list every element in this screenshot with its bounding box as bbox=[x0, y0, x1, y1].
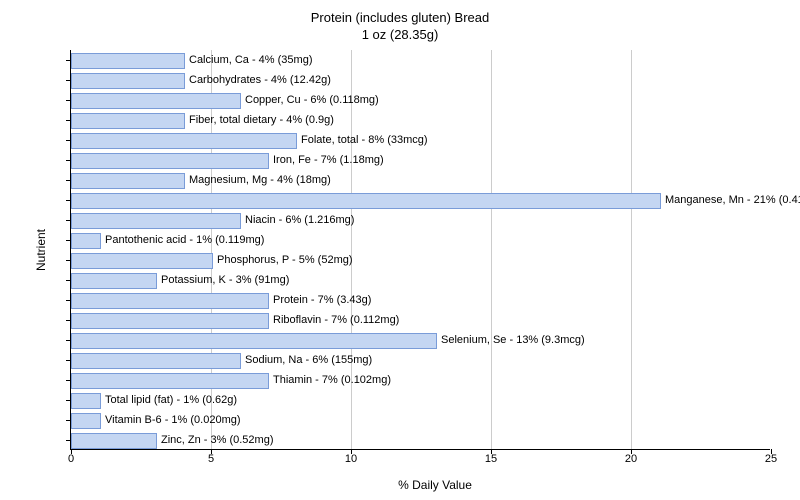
bar-label: Folate, total - 8% (33mcg) bbox=[297, 133, 428, 147]
bar bbox=[71, 93, 241, 109]
bar bbox=[71, 433, 157, 449]
gridline bbox=[631, 50, 632, 449]
bar bbox=[71, 273, 157, 289]
y-axis-label: Nutrient bbox=[34, 229, 48, 271]
bar-label: Riboflavin - 7% (0.112mg) bbox=[269, 313, 399, 327]
title-line1: Protein (includes gluten) Bread bbox=[311, 10, 490, 25]
bar bbox=[71, 53, 185, 69]
bar bbox=[71, 133, 297, 149]
bar-label: Carbohydrates - 4% (12.42g) bbox=[185, 73, 331, 87]
x-tick-label: 0 bbox=[68, 449, 74, 465]
bar bbox=[71, 73, 185, 89]
x-tick-label: 25 bbox=[765, 449, 777, 465]
bar-label: Copper, Cu - 6% (0.118mg) bbox=[241, 93, 379, 107]
bar bbox=[71, 113, 185, 129]
bar-label: Total lipid (fat) - 1% (0.62g) bbox=[101, 393, 237, 407]
bar-label: Protein - 7% (3.43g) bbox=[269, 293, 371, 307]
bar bbox=[71, 213, 241, 229]
chart-title: Protein (includes gluten) Bread 1 oz (28… bbox=[0, 10, 800, 44]
x-tick-label: 5 bbox=[208, 449, 214, 465]
x-tick-label: 10 bbox=[345, 449, 357, 465]
bar bbox=[71, 413, 101, 429]
bar-label: Thiamin - 7% (0.102mg) bbox=[269, 373, 391, 387]
bar bbox=[71, 293, 269, 309]
bar bbox=[71, 153, 269, 169]
bar-label: Niacin - 6% (1.216mg) bbox=[241, 213, 354, 227]
chart-plot-area: 0510152025Calcium, Ca - 4% (35mg)Carbohy… bbox=[70, 50, 770, 450]
bar-label: Pantothenic acid - 1% (0.119mg) bbox=[101, 233, 264, 247]
bar-label: Vitamin B-6 - 1% (0.020mg) bbox=[101, 413, 241, 427]
bar bbox=[71, 253, 213, 269]
bar-label: Manganese, Mn - 21% (0.417mg) bbox=[661, 193, 800, 207]
gridline bbox=[491, 50, 492, 449]
bar-label: Magnesium, Mg - 4% (18mg) bbox=[185, 173, 331, 187]
bar bbox=[71, 393, 101, 409]
bar-label: Fiber, total dietary - 4% (0.9g) bbox=[185, 113, 334, 127]
gridline bbox=[211, 50, 212, 449]
bar-label: Calcium, Ca - 4% (35mg) bbox=[185, 53, 312, 67]
bar bbox=[71, 373, 269, 389]
bar-label: Iron, Fe - 7% (1.18mg) bbox=[269, 153, 384, 167]
gridline bbox=[351, 50, 352, 449]
bar-label: Zinc, Zn - 3% (0.52mg) bbox=[157, 433, 273, 447]
bar-label: Potassium, K - 3% (91mg) bbox=[157, 273, 289, 287]
x-tick-label: 15 bbox=[485, 449, 497, 465]
x-tick-label: 20 bbox=[625, 449, 637, 465]
bar bbox=[71, 233, 101, 249]
bar-label: Phosphorus, P - 5% (52mg) bbox=[213, 253, 353, 267]
x-axis-label: % Daily Value bbox=[35, 478, 800, 492]
bar-label: Selenium, Se - 13% (9.3mcg) bbox=[437, 333, 585, 347]
bar bbox=[71, 353, 241, 369]
title-line2: 1 oz (28.35g) bbox=[362, 27, 439, 42]
bar bbox=[71, 193, 661, 209]
bar bbox=[71, 333, 437, 349]
bar-label: Sodium, Na - 6% (155mg) bbox=[241, 353, 372, 367]
bar bbox=[71, 173, 185, 189]
bar bbox=[71, 313, 269, 329]
